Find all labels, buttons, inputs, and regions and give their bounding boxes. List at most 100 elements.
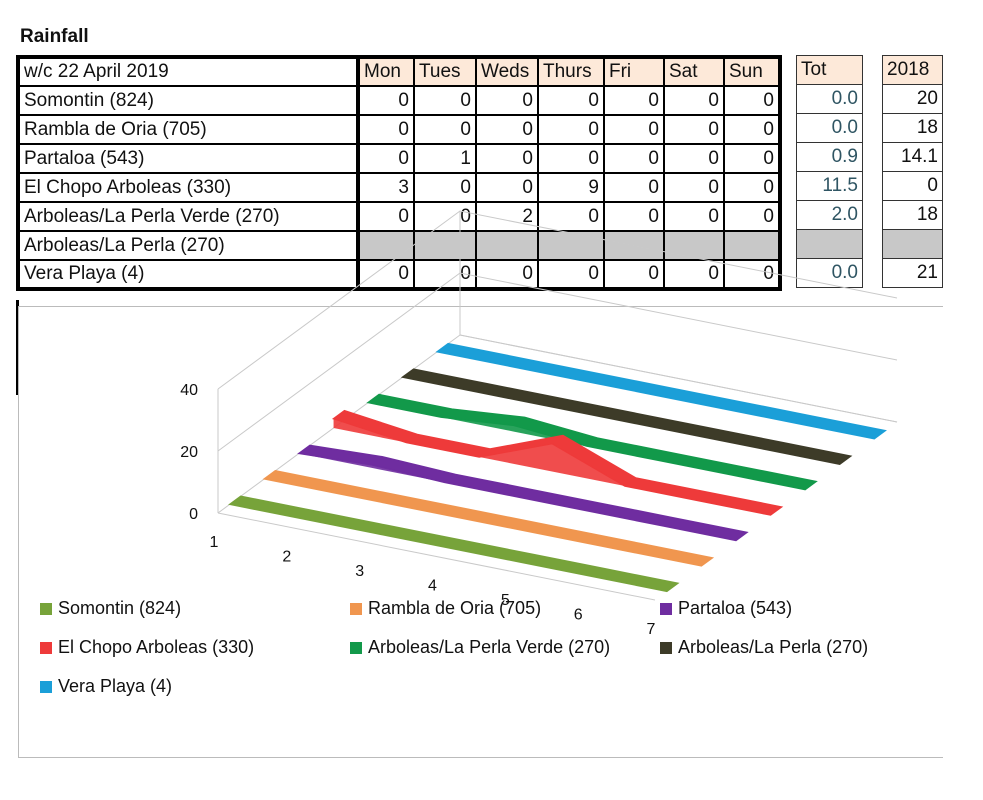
series-ribbon-6 bbox=[435, 342, 887, 440]
y-tick-label: 20 bbox=[180, 444, 198, 461]
rain-value: 0 bbox=[357, 114, 415, 145]
legend-item: Arboleas/La Perla Verde (270) bbox=[350, 637, 610, 658]
station-name: Vera Playa (4) bbox=[17, 259, 360, 290]
rain-value: 0 bbox=[603, 114, 665, 145]
series-ribbon-1 bbox=[262, 470, 715, 567]
rain-value: 0 bbox=[413, 114, 477, 145]
table-header-row: w/c 22 April 2019 Mon Tues Weds Thurs Fri Sat S… bbox=[17, 56, 781, 87]
year-2018-value: 14.1 bbox=[882, 142, 943, 172]
x-tick-label: 7 bbox=[647, 621, 656, 638]
rain-value: 0 bbox=[663, 114, 725, 145]
legend-swatch bbox=[40, 602, 52, 615]
legend-item: Vera Playa (4) bbox=[40, 676, 172, 697]
rain-value: 0 bbox=[603, 143, 665, 174]
rain-value: 0 bbox=[357, 143, 415, 174]
tot-header: Tot bbox=[796, 55, 863, 85]
rain-value bbox=[537, 230, 605, 261]
rain-value: 0 bbox=[357, 259, 415, 290]
legend-label: El Chopo Arboleas (330) bbox=[58, 637, 255, 657]
total-table: Tot 0.0 0.0 0.9 11.5 2.0 0.0 bbox=[796, 55, 863, 288]
table-row: Partaloa (543) 0 1 0 0 0 0 0 bbox=[17, 143, 781, 174]
table-row: Vera Playa (4) 0 0 0 0 0 0 0 bbox=[17, 259, 781, 290]
year-2018-table: 2018 20 18 14.1 0 18 21 bbox=[882, 55, 943, 288]
rain-value: 0 bbox=[723, 114, 781, 145]
rain-value: 0 bbox=[723, 259, 781, 290]
year-2018-value: 0 bbox=[882, 171, 943, 201]
rain-value: 0 bbox=[537, 114, 605, 145]
page-title: Rainfall bbox=[20, 26, 89, 47]
legend-swatch bbox=[40, 680, 52, 693]
rain-value: 0 bbox=[663, 143, 725, 174]
rain-value: 0 bbox=[723, 85, 781, 116]
legend-label: Arboleas/La Perla (270) bbox=[678, 637, 869, 657]
rain-value: 0 bbox=[603, 201, 665, 232]
rain-value: 0 bbox=[413, 201, 477, 232]
station-name: Somontin (824) bbox=[17, 85, 360, 116]
rain-value bbox=[357, 230, 415, 261]
table-frame-edge bbox=[16, 300, 19, 395]
rain-value: 0 bbox=[413, 172, 477, 203]
tot-value bbox=[796, 229, 863, 259]
floor-edge bbox=[459, 334, 898, 423]
rain-value: 0 bbox=[475, 114, 539, 145]
gridline bbox=[217, 272, 898, 452]
rain-value: 9 bbox=[537, 172, 605, 203]
rain-value: 0 bbox=[663, 172, 725, 203]
gridline bbox=[217, 210, 898, 390]
year-2018-value bbox=[882, 229, 943, 259]
table-row: Rambla de Oria (705) 0 0 0 0 0 0 0 bbox=[17, 114, 781, 145]
rain-value bbox=[663, 230, 725, 261]
x-tick-label: 5 bbox=[501, 592, 510, 609]
legend-label: Partaloa (543) bbox=[678, 598, 793, 618]
legend-label: Somontin (824) bbox=[58, 598, 182, 618]
rain-value: 0 bbox=[723, 172, 781, 203]
rain-value bbox=[413, 230, 477, 261]
table-row: Somontin (824) 0 0 0 0 0 0 0 bbox=[17, 85, 781, 116]
tot-value: 0.0 bbox=[796, 84, 863, 114]
station-name: Rambla de Oria (705) bbox=[17, 114, 360, 145]
chart-series bbox=[228, 342, 887, 593]
rain-value: 0 bbox=[357, 85, 415, 116]
rain-value bbox=[723, 230, 781, 261]
day-header: Sun bbox=[723, 56, 781, 87]
tot-value: 0.9 bbox=[796, 142, 863, 172]
rain-value: 0 bbox=[475, 85, 539, 116]
legend-item: Arboleas/La Perla (270) bbox=[660, 637, 868, 658]
rain-value: 0 bbox=[475, 172, 539, 203]
rain-value: 0 bbox=[663, 85, 725, 116]
x-tick-label: 6 bbox=[574, 607, 583, 624]
legend-item: Partaloa (543) bbox=[660, 598, 792, 619]
legend-swatch bbox=[660, 641, 672, 654]
series-ribbon-3 bbox=[331, 409, 784, 516]
week-label: w/c 22 April 2019 bbox=[17, 56, 360, 87]
series-ribbon-5 bbox=[400, 368, 853, 465]
legend-swatch bbox=[40, 641, 52, 654]
legend-swatch bbox=[660, 602, 672, 615]
legend-label: Rambla de Oria (705) bbox=[368, 598, 542, 618]
station-name: El Chopo Arboleas (330) bbox=[17, 172, 360, 203]
rain-value: 0 bbox=[475, 259, 539, 290]
rain-value: 0 bbox=[537, 143, 605, 174]
rain-value: 0 bbox=[537, 259, 605, 290]
rain-value bbox=[475, 230, 539, 261]
x-tick-label: 2 bbox=[282, 549, 291, 566]
station-name: Arboleas/La Perla Verde (270) bbox=[17, 201, 360, 232]
legend-item: Rambla de Oria (705) bbox=[350, 598, 541, 619]
rain-value: 0 bbox=[537, 201, 605, 232]
legend-item: Somontin (824) bbox=[40, 598, 181, 619]
day-header: Weds bbox=[475, 56, 539, 87]
day-header: Sat bbox=[663, 56, 725, 87]
table-row: Arboleas/La Perla (270) bbox=[17, 230, 781, 261]
rain-value: 0 bbox=[475, 143, 539, 174]
rain-value: 0 bbox=[723, 143, 781, 174]
legend-label: Vera Playa (4) bbox=[58, 676, 173, 696]
series-area-4 bbox=[368, 402, 806, 490]
rain-value: 3 bbox=[357, 172, 415, 203]
tot-value: 0.0 bbox=[796, 113, 863, 143]
rain-value: 1 bbox=[413, 143, 477, 174]
legend-label: Arboleas/La Perla Verde (270) bbox=[368, 637, 611, 657]
rainfall-table: w/c 22 April 2019 Mon Tues Weds Thurs Fri Sat S… bbox=[16, 55, 782, 291]
day-header: Tues bbox=[413, 56, 477, 87]
tot-value: 0.0 bbox=[796, 258, 863, 288]
